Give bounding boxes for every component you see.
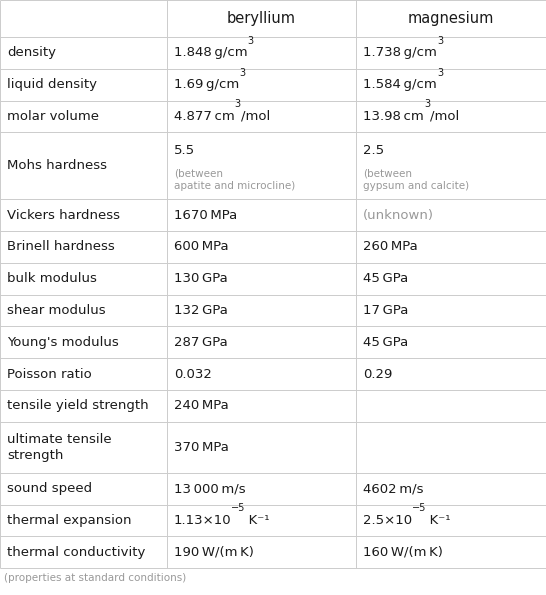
- Text: 2.5×10: 2.5×10: [363, 514, 412, 527]
- Text: −5: −5: [412, 503, 426, 513]
- Text: 0.032: 0.032: [174, 368, 211, 381]
- Text: 5.5: 5.5: [174, 144, 195, 157]
- Text: 287 GPa: 287 GPa: [174, 336, 227, 349]
- Text: /mol: /mol: [430, 110, 459, 123]
- Text: 240 MPa: 240 MPa: [174, 399, 228, 412]
- Text: 2.5: 2.5: [363, 144, 384, 157]
- Text: 0.29: 0.29: [363, 368, 393, 381]
- Text: 3: 3: [234, 99, 240, 109]
- Text: 45 GPa: 45 GPa: [363, 336, 408, 349]
- Text: Poisson ratio: Poisson ratio: [7, 368, 92, 381]
- Text: ultimate tensile
strength: ultimate tensile strength: [7, 433, 112, 462]
- Text: K⁻¹: K⁻¹: [246, 514, 269, 527]
- Text: molar volume: molar volume: [7, 110, 99, 123]
- Text: shear modulus: shear modulus: [7, 304, 106, 317]
- Text: 160 W/(m K): 160 W/(m K): [363, 546, 443, 559]
- Text: thermal conductivity: thermal conductivity: [7, 546, 145, 559]
- Text: −5: −5: [232, 503, 246, 513]
- Text: 1.13×10: 1.13×10: [174, 514, 232, 527]
- Text: 3: 3: [437, 36, 443, 46]
- Text: K⁻¹: K⁻¹: [426, 514, 450, 527]
- Text: 4602 m/s: 4602 m/s: [363, 482, 424, 495]
- Text: 1.69 g/cm: 1.69 g/cm: [174, 78, 239, 91]
- Text: sound speed: sound speed: [7, 482, 92, 495]
- Text: 1.848 g/cm: 1.848 g/cm: [174, 46, 247, 60]
- Text: 260 MPa: 260 MPa: [363, 240, 418, 253]
- Text: 3: 3: [247, 36, 253, 46]
- Text: liquid density: liquid density: [7, 78, 97, 91]
- Text: (between
apatite and microcline): (between apatite and microcline): [174, 169, 295, 191]
- Text: (unknown): (unknown): [363, 209, 434, 221]
- Text: 13 000 m/s: 13 000 m/s: [174, 482, 245, 495]
- Text: 600 MPa: 600 MPa: [174, 240, 228, 253]
- Text: 190 W/(m K): 190 W/(m K): [174, 546, 253, 559]
- Text: tensile yield strength: tensile yield strength: [7, 399, 149, 412]
- Text: 370 MPa: 370 MPa: [174, 441, 229, 454]
- Text: Young's modulus: Young's modulus: [7, 336, 119, 349]
- Text: 13.98 cm: 13.98 cm: [363, 110, 424, 123]
- Text: 3: 3: [437, 67, 443, 77]
- Text: magnesium: magnesium: [408, 11, 494, 26]
- Text: Mohs hardness: Mohs hardness: [7, 159, 107, 172]
- Text: beryllium: beryllium: [227, 11, 296, 26]
- Text: 1.738 g/cm: 1.738 g/cm: [363, 46, 437, 60]
- Text: 17 GPa: 17 GPa: [363, 304, 408, 317]
- Text: bulk modulus: bulk modulus: [7, 272, 97, 285]
- Text: Brinell hardness: Brinell hardness: [7, 240, 115, 253]
- Text: thermal expansion: thermal expansion: [7, 514, 132, 527]
- Text: /mol: /mol: [240, 110, 270, 123]
- Text: density: density: [7, 46, 56, 60]
- Text: 1.584 g/cm: 1.584 g/cm: [363, 78, 437, 91]
- Text: (between
gypsum and calcite): (between gypsum and calcite): [363, 169, 469, 191]
- Text: Vickers hardness: Vickers hardness: [7, 209, 120, 221]
- Text: (properties at standard conditions): (properties at standard conditions): [3, 573, 186, 583]
- Text: 3: 3: [424, 99, 430, 109]
- Text: 3: 3: [239, 67, 245, 77]
- Text: 130 GPa: 130 GPa: [174, 272, 227, 285]
- Text: 132 GPa: 132 GPa: [174, 304, 228, 317]
- Text: 1670 MPa: 1670 MPa: [174, 209, 237, 221]
- Text: 45 GPa: 45 GPa: [363, 272, 408, 285]
- Text: 4.877 cm: 4.877 cm: [174, 110, 234, 123]
